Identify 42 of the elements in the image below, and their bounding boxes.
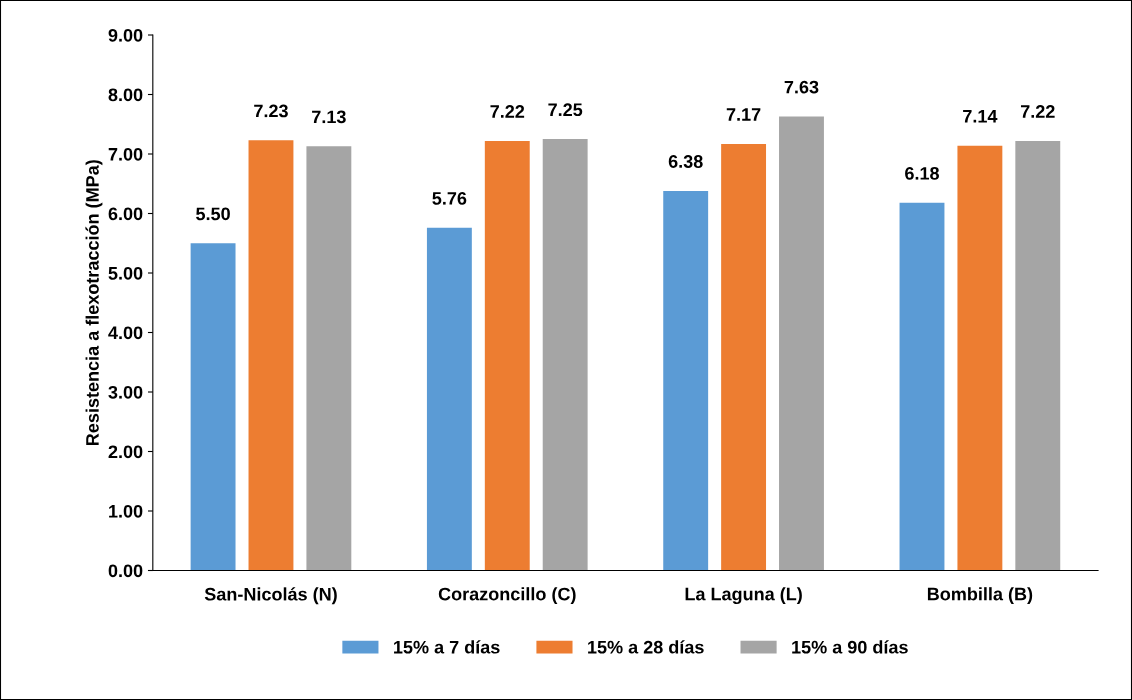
x-tick-label: San-Nicolás (N) <box>204 587 337 605</box>
x-tick-label: Corazoncillo (C) <box>438 587 576 604</box>
bar <box>663 190 709 571</box>
data-label: 7.22 <box>490 105 525 118</box>
bar <box>484 140 530 571</box>
y-axis-title: Resistencia a flexotracción (MPa) <box>85 160 103 446</box>
bar <box>721 143 767 571</box>
bar <box>426 227 472 571</box>
x-tick-label: Bombilla (B) <box>927 587 1033 604</box>
bar <box>779 116 824 571</box>
y-tick-label: 6.00 <box>108 207 143 221</box>
legend-label: 15% a 90 días <box>792 640 908 654</box>
y-tick-label: 0.00 <box>108 564 143 578</box>
bar <box>957 145 1003 571</box>
data-label: 7.23 <box>254 104 288 118</box>
bar <box>306 146 352 571</box>
data-label: 6.38 <box>668 155 703 168</box>
y-tick-label: 4.00 <box>108 326 143 340</box>
bar <box>1015 140 1061 571</box>
bar <box>899 202 945 571</box>
legend-label: 15% a 7 días <box>394 640 500 654</box>
y-tick-label: 1.00 <box>109 504 143 518</box>
x-tick-label: La Laguna (L) <box>685 587 802 605</box>
y-tick-label: 9.00 <box>108 28 143 42</box>
data-label: 7.25 <box>548 103 583 117</box>
data-label: 7.63 <box>784 80 819 94</box>
bar <box>542 139 588 571</box>
data-label: 6.18 <box>905 166 940 180</box>
legend-label: 15% a 28 días <box>588 640 704 654</box>
bar <box>190 243 236 571</box>
data-label: 7.17 <box>726 108 761 121</box>
y-tick-label: 8.00 <box>108 88 143 102</box>
y-tick-label: 7.00 <box>108 147 143 161</box>
data-label: 7.14 <box>963 110 998 123</box>
y-tick-label: 2.00 <box>108 445 143 459</box>
data-label: 5.76 <box>432 191 467 205</box>
y-tick-label: 3.00 <box>108 385 143 399</box>
bar <box>248 140 294 571</box>
data-label: 5.50 <box>196 207 230 221</box>
data-label: 7.22 <box>1020 105 1055 118</box>
y-tick-label: 5.00 <box>108 266 143 280</box>
data-label: 7.13 <box>312 110 346 124</box>
